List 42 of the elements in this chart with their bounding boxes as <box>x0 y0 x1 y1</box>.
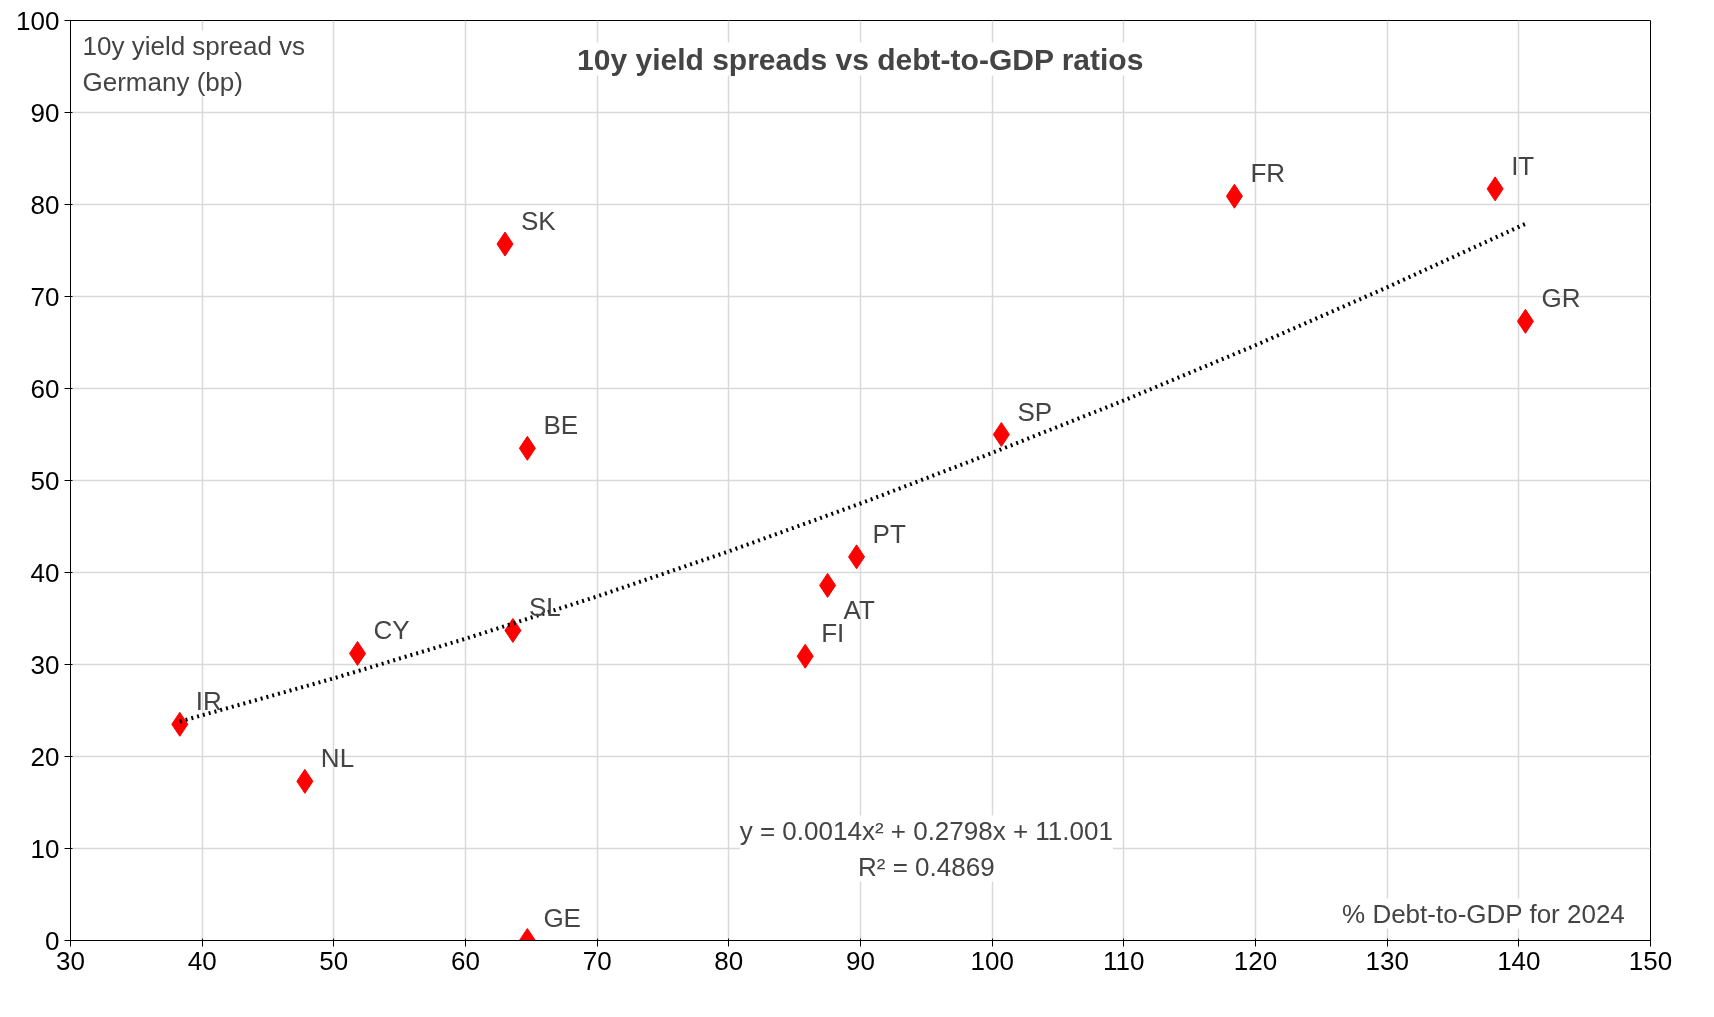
y-axis-title: 10y yield spread vs Germany (bp) <box>82 30 306 97</box>
y-tick-label: 10 <box>30 833 60 864</box>
annotation: NL <box>320 743 355 774</box>
y-tick-label: 80 <box>30 189 60 220</box>
x-tick-label: 90 <box>846 945 875 976</box>
text: 10y yield spreads vs debt-to-GDP ratios <box>577 42 1144 76</box>
y-tick-label: 100 <box>16 5 60 36</box>
y-tick-label: 70 <box>30 281 60 312</box>
x-tick-label: 40 <box>187 945 217 976</box>
y-tick-label: 30 <box>30 649 60 680</box>
x-tick-label: 150 <box>1628 945 1673 976</box>
x-tick-label: 140 <box>1497 945 1541 976</box>
y-tick-label: 40 <box>30 557 60 588</box>
annotation: SP <box>1017 396 1053 427</box>
x-tick-label: 110 <box>1103 945 1145 976</box>
annotation: y = 0.0014x² + 0.2798x + 11.001 <box>739 815 1113 846</box>
y-tick-label: 20 <box>30 741 60 772</box>
annotation: IT <box>1511 150 1535 181</box>
annotation: PT <box>872 518 906 549</box>
x-tick-label: 60 <box>451 945 480 976</box>
x-tick-label: 50 <box>319 945 349 976</box>
annotation: GE <box>543 902 581 933</box>
annotation: R² = 0.4869 <box>858 851 995 882</box>
x-axis-title: % Debt-to-GDP for 2024 <box>1342 898 1625 929</box>
annotation: FR <box>1250 158 1286 189</box>
x-tick-label: 70 <box>582 945 612 976</box>
x-tick-label: 130 <box>1365 945 1409 976</box>
x-tick-label: 80 <box>714 945 744 976</box>
annotation: CY <box>373 615 410 646</box>
y-tick-label: 50 <box>30 465 60 496</box>
x-tick-label: 100 <box>970 945 1014 976</box>
annotation: AT <box>843 595 875 626</box>
point <box>992 422 1010 447</box>
annotation: IR <box>195 686 222 717</box>
x-tick-label: 120 <box>1233 945 1278 976</box>
annotation: SL <box>528 592 561 623</box>
annotation: BE <box>543 410 579 441</box>
annotation: SK <box>521 206 557 237</box>
y-tick-label: 90 <box>30 97 60 128</box>
annotation: GR <box>1541 283 1581 314</box>
y-tick-label: 60 <box>30 373 60 404</box>
annotation: FI <box>821 618 845 649</box>
